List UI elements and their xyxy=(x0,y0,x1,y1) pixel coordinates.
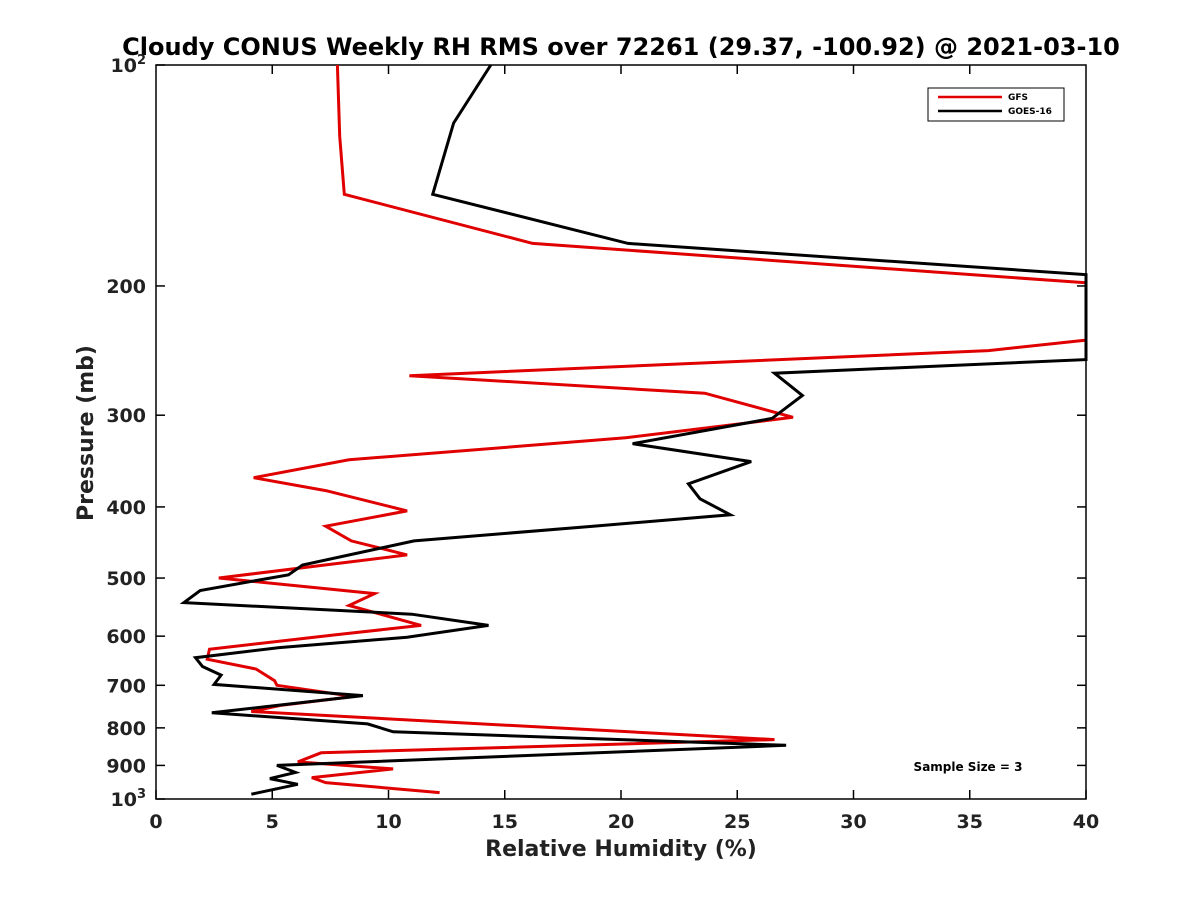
x-tick-label: 15 xyxy=(492,811,518,833)
y-tick-label: 800 xyxy=(106,718,146,740)
y-tick-label: 400 xyxy=(106,497,146,519)
x-tick-label: 5 xyxy=(266,811,279,833)
series-line-gfs xyxy=(205,64,1088,795)
legend: GFS GOES-16 xyxy=(927,87,1065,122)
x-tick-label: 40 xyxy=(1073,811,1099,833)
y-axis-label: Pressure (mb) xyxy=(74,345,99,521)
legend-box xyxy=(927,87,1065,122)
series-layer xyxy=(179,64,1088,796)
series-line-goes16 xyxy=(179,64,1088,796)
sample-size-annotation: Sample Size = 3 xyxy=(914,760,1023,774)
y-tick-label: 700 xyxy=(106,675,146,697)
x-tick-label: 20 xyxy=(608,811,634,833)
y-tick-label: 300 xyxy=(106,405,146,427)
x-tick-label: 30 xyxy=(840,811,866,833)
plot-area: 0 5 10 15 20 25 30 35 40 102 200 300 400 500 600 700 80… xyxy=(106,53,1099,833)
x-tick-label: 0 xyxy=(149,811,162,833)
x-tick-label: 10 xyxy=(375,811,401,833)
x-axis: 0 5 10 15 20 25 30 35 40 xyxy=(149,65,1099,833)
x-tick-label: 25 xyxy=(724,811,750,833)
y-tick-label: 600 xyxy=(106,626,146,648)
x-tick-label: 35 xyxy=(957,811,983,833)
y-tick-label: 500 xyxy=(106,568,146,590)
y-tick-label: 200 xyxy=(106,276,146,298)
x-axis-label: Relative Humidity (%) xyxy=(485,837,757,862)
y-axis: 102 200 300 400 500 600 700 800 900 103 xyxy=(106,53,1086,811)
chart-title: Cloudy CONUS Weekly RH RMS over 72261 (2… xyxy=(122,33,1120,61)
y-tick-label: 900 xyxy=(106,755,146,777)
y-tick-label: 103 xyxy=(111,787,147,811)
legend-label-goes16: GOES-16 xyxy=(1008,107,1052,117)
y-tick-label: 102 xyxy=(111,53,147,77)
legend-label-gfs: GFS xyxy=(1008,93,1028,103)
